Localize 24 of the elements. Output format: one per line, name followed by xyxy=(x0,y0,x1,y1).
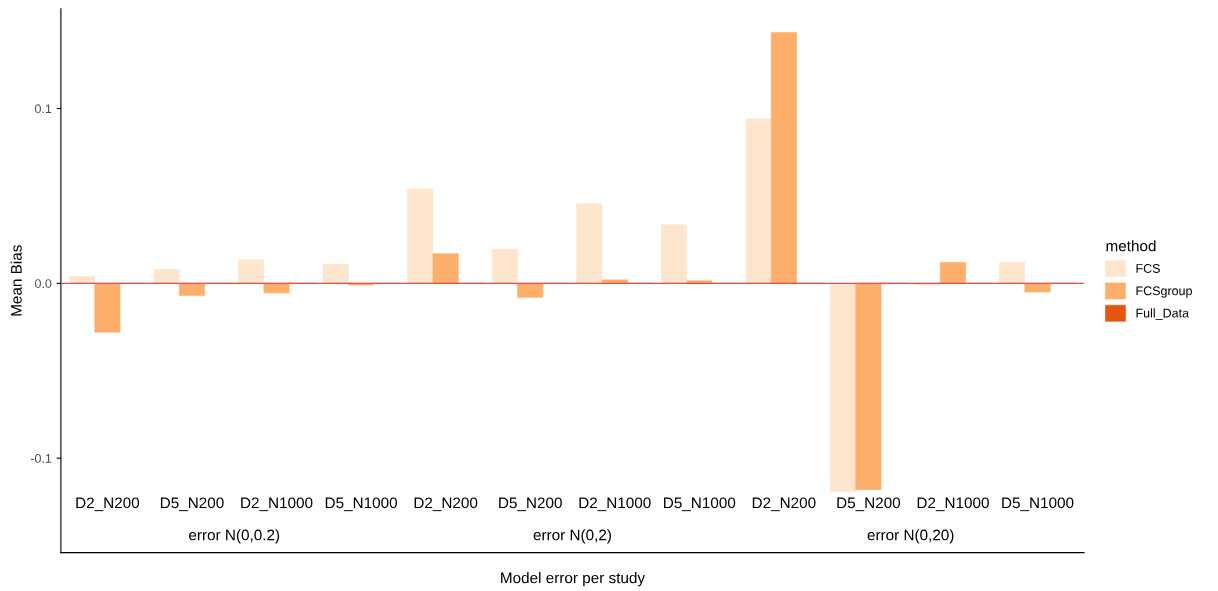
annotation: error N(0,2) xyxy=(533,529,611,544)
x-tick-label: D2_N200 xyxy=(76,497,140,512)
y-tick-label: 0.1 xyxy=(34,104,52,114)
x-tick-label: D2_N200 xyxy=(752,497,816,512)
annotation: error N(0,0.2) xyxy=(189,529,280,544)
legend-label: Full_Data xyxy=(1136,308,1189,320)
x-tick-label: D2_N200 xyxy=(414,497,478,512)
annotation: error N(0,20) xyxy=(867,529,954,544)
x-tick-label: D2_N1000 xyxy=(579,497,651,512)
legend-label: FCS xyxy=(1136,264,1160,273)
x-tick-label: D2_N1000 xyxy=(917,497,989,512)
x-tick-label: D5_N200 xyxy=(160,497,224,512)
y-tick-label: 0.0 xyxy=(34,279,52,288)
x-axis-title: Model error per study xyxy=(501,572,646,587)
legend-title: method xyxy=(1106,240,1156,252)
x-tick-label: D5_N1000 xyxy=(325,497,397,512)
legend-label: FCSgroup xyxy=(1136,286,1192,298)
x-tick-label: D5_N200 xyxy=(837,497,901,512)
y-axis-title: Mean Bias xyxy=(10,245,22,316)
x-tick-label: D2_N1000 xyxy=(241,497,313,512)
x-tick-label: D5_N1000 xyxy=(664,497,736,512)
x-tick-label: D5_N200 xyxy=(499,497,562,512)
y-tick-label: -0.1 xyxy=(30,453,52,463)
x-tick-label: D5_N1000 xyxy=(1002,497,1074,512)
